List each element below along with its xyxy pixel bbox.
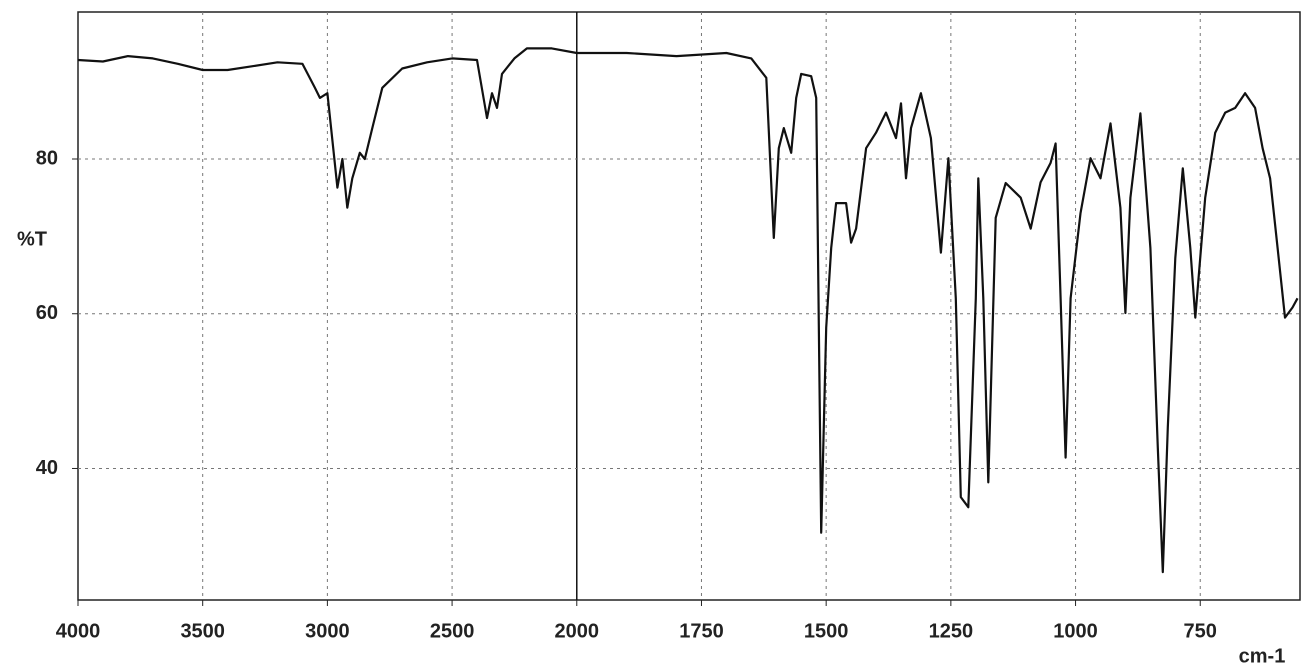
y-tick-label: 60 [36, 302, 58, 324]
x-tick-label: 2000 [555, 620, 600, 642]
x-tick-label: 750 [1184, 620, 1217, 642]
y-axis-label: %T [17, 228, 47, 250]
x-tick-label: 1250 [929, 620, 974, 642]
x-tick-label: 2500 [430, 620, 475, 642]
x-tick-label: 1750 [679, 620, 724, 642]
y-tick-label: 80 [36, 147, 58, 169]
x-tick-label: 3000 [305, 620, 350, 642]
spectrum-line [77, 47, 1299, 574]
plot-frame [77, 11, 1301, 601]
x-tick-label: 3500 [180, 620, 225, 642]
x-axis-label: cm-1 [1239, 645, 1286, 667]
x-tick-label: 1500 [804, 620, 849, 642]
y-tick-label: 40 [36, 457, 58, 479]
x-tick-label: 1000 [1053, 620, 1098, 642]
x-tick-label: 4000 [56, 620, 101, 642]
